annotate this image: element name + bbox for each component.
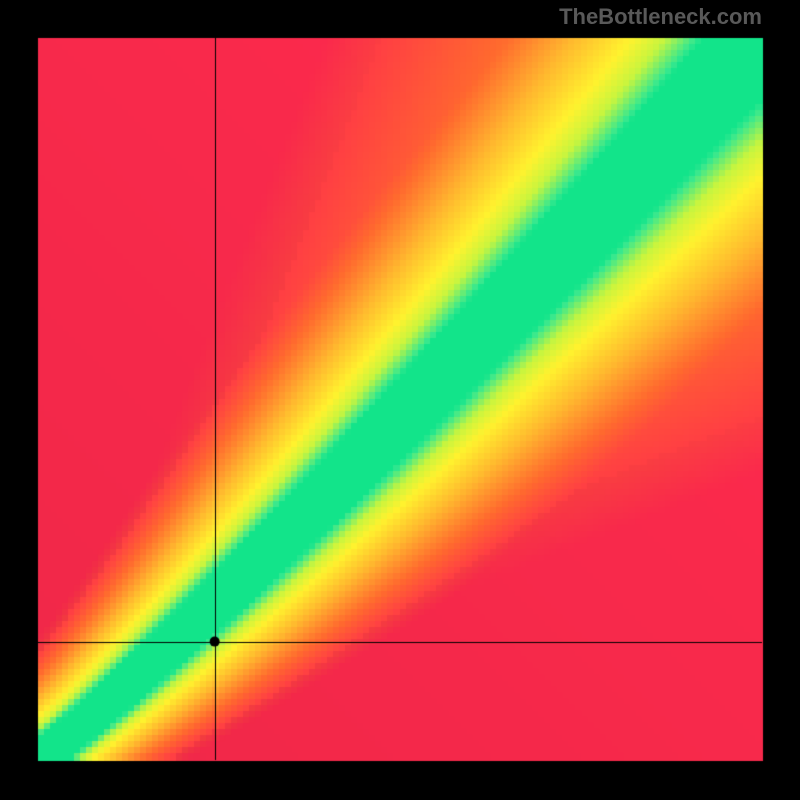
watermark-text: TheBottleneck.com <box>559 4 762 30</box>
bottleneck-heatmap <box>0 0 800 800</box>
